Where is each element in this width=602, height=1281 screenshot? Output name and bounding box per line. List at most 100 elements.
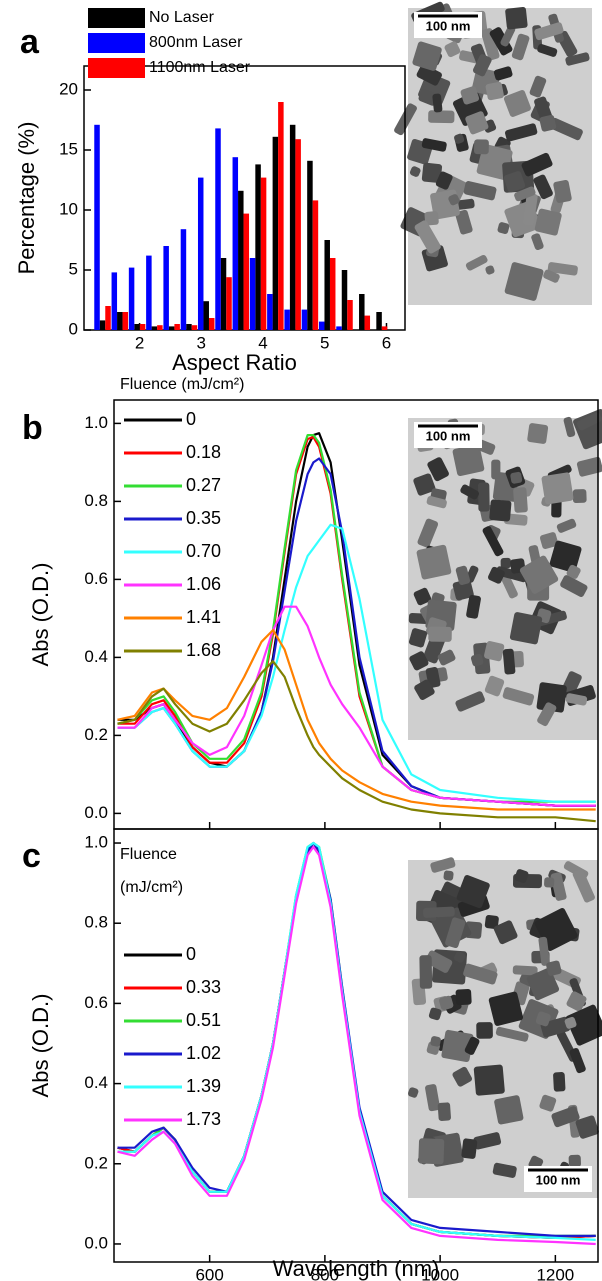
nanorod xyxy=(437,649,456,666)
y-tick-label: 0.2 xyxy=(84,725,108,744)
nanorod xyxy=(448,194,460,206)
bar xyxy=(318,321,325,330)
nanorod xyxy=(465,111,489,135)
bar xyxy=(376,312,382,330)
bar xyxy=(226,277,232,330)
nanorod xyxy=(572,869,595,903)
panel-label: c xyxy=(22,837,41,875)
nanorod xyxy=(417,518,439,548)
bar xyxy=(122,312,129,330)
plot-frame xyxy=(113,828,599,1263)
legend-title: (mJ/cm²) xyxy=(120,879,183,896)
legend-label: 0.33 xyxy=(186,977,221,997)
spectrum-line xyxy=(117,845,596,1246)
nanorod xyxy=(416,64,442,86)
legend-label: No Laser xyxy=(149,9,215,26)
nanorod xyxy=(539,1094,557,1112)
nanorod xyxy=(563,416,576,438)
nanorod xyxy=(549,117,583,141)
y-tick-label: 0.8 xyxy=(84,913,108,932)
spectrum-line xyxy=(117,660,596,823)
nanorod xyxy=(473,1132,502,1150)
nanorod xyxy=(481,28,500,61)
nanorod xyxy=(526,967,560,1001)
nanorod xyxy=(414,679,435,701)
nanorod xyxy=(492,1162,517,1178)
bar xyxy=(215,128,221,330)
nanorod xyxy=(484,915,499,930)
nanorod xyxy=(452,579,474,601)
nanorod xyxy=(529,75,547,98)
nanorod xyxy=(463,181,497,201)
nanorod xyxy=(534,22,564,41)
legend-label: 1.41 xyxy=(186,607,221,627)
bar xyxy=(336,326,342,330)
nanorod xyxy=(441,1029,474,1063)
legend-label: 1.06 xyxy=(186,574,221,594)
nanorod xyxy=(505,123,538,142)
nanorod xyxy=(416,544,452,580)
bar xyxy=(151,326,158,330)
bar xyxy=(128,267,135,330)
x-tick-label: 4 xyxy=(258,333,267,352)
nanorod xyxy=(409,651,429,671)
nanorod xyxy=(424,211,439,226)
nanorod xyxy=(466,594,481,619)
bar xyxy=(364,315,371,330)
bar xyxy=(180,229,187,330)
nanorod xyxy=(539,532,559,550)
nanorod xyxy=(484,675,505,697)
y-tick-label: 15 xyxy=(59,139,78,158)
bar xyxy=(284,309,290,330)
legend-label: 0.70 xyxy=(186,541,221,561)
scale-bar-label: 100 nm xyxy=(426,428,471,443)
nanorod xyxy=(487,566,505,584)
bar xyxy=(312,200,319,330)
legend-label: 1.73 xyxy=(186,1109,221,1129)
bar xyxy=(105,306,111,330)
nanorod xyxy=(504,262,544,301)
legend-title: Fluence (mJ/cm²) xyxy=(120,376,244,393)
nanorod xyxy=(550,872,567,901)
nanorod xyxy=(514,869,529,883)
bar xyxy=(301,309,308,330)
y-tick-label: 0.8 xyxy=(84,491,108,510)
y-axis-label: Percentage (%) xyxy=(14,122,39,275)
bar xyxy=(324,240,330,330)
bar xyxy=(134,324,140,330)
nanorod xyxy=(546,960,562,976)
nanorod xyxy=(565,693,588,706)
x-tick-label: 2 xyxy=(135,333,144,352)
legend-title: Fluence xyxy=(120,846,177,863)
nanorod xyxy=(500,572,518,599)
y-tick-label: 0.4 xyxy=(84,647,108,666)
nanorod xyxy=(514,186,536,202)
nanorod xyxy=(476,1022,493,1039)
y-tick-label: 20 xyxy=(59,79,78,98)
spectrum-line xyxy=(117,629,596,811)
x-tick-label: 1200 xyxy=(536,1265,574,1281)
nanorod xyxy=(425,950,453,973)
bar xyxy=(146,255,152,330)
x-axis-label: Aspect Ratio xyxy=(172,350,297,375)
bar xyxy=(347,300,353,330)
nanorod xyxy=(422,634,445,664)
legend-label: 0.51 xyxy=(186,1010,221,1030)
nanorod xyxy=(505,7,528,30)
bar xyxy=(307,160,313,330)
nanorod xyxy=(568,1154,581,1168)
panel-label: b xyxy=(22,409,43,447)
nanorod xyxy=(569,1048,586,1074)
nanorod xyxy=(509,612,543,645)
bar xyxy=(186,324,192,330)
nanorod xyxy=(455,989,472,1006)
bar xyxy=(168,326,175,330)
nanorod xyxy=(408,628,428,648)
bar xyxy=(174,324,180,330)
y-tick-label: 0.0 xyxy=(84,1233,108,1252)
nanorod xyxy=(485,265,495,275)
nanorod xyxy=(503,171,526,193)
y-tick-label: 1.0 xyxy=(84,413,108,432)
bar xyxy=(99,320,106,330)
nanorod xyxy=(553,1072,566,1092)
